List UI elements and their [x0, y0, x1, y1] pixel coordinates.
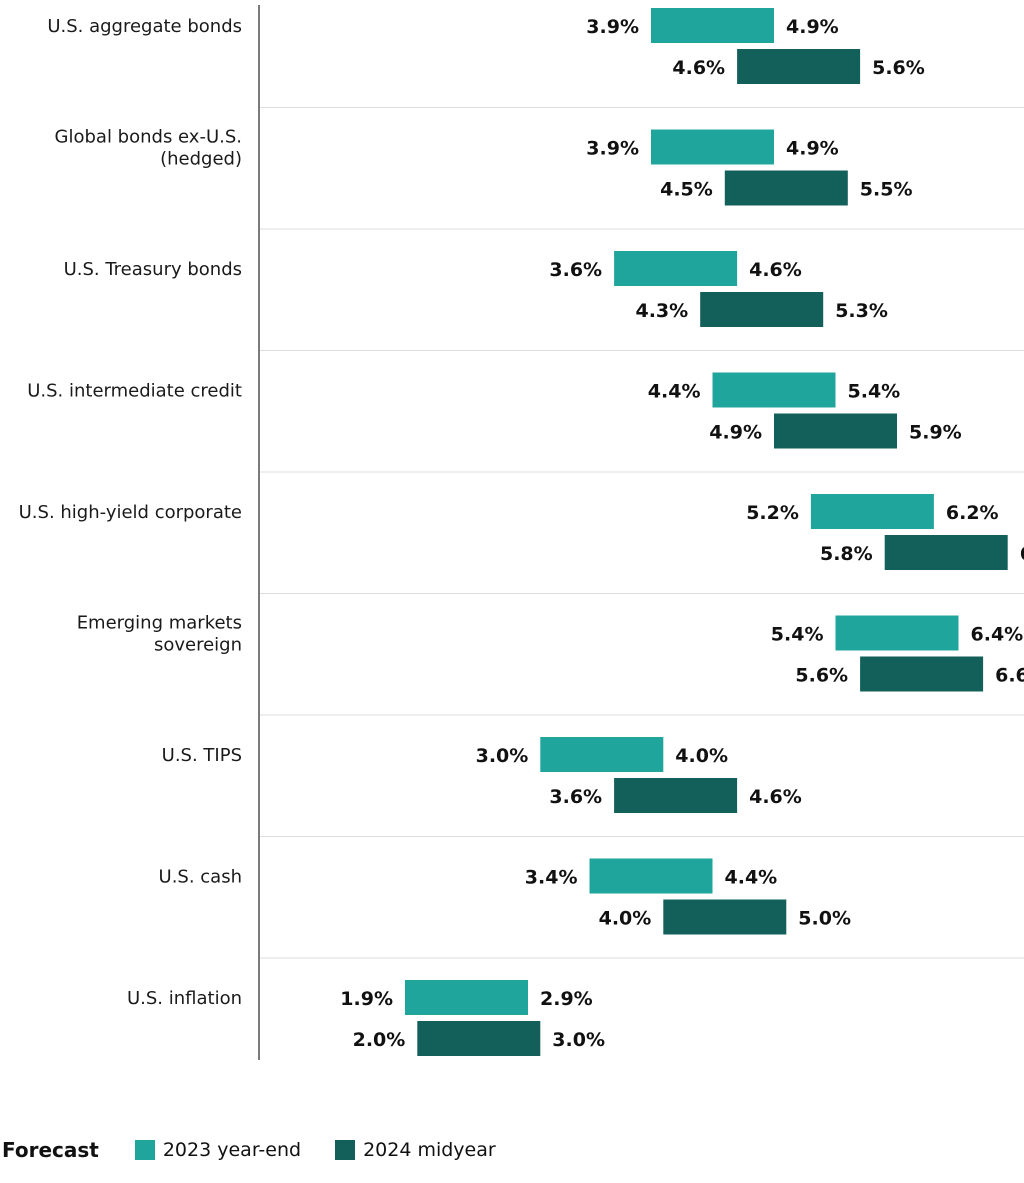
high-value-label: 5.6%: [872, 57, 925, 79]
low-value-label: 3.0%: [476, 745, 529, 767]
category-label: U.S. inflation: [127, 988, 242, 1009]
range-bar: [737, 49, 861, 84]
high-value-label: 4.4%: [725, 867, 778, 889]
low-value-label: 3.6%: [549, 786, 602, 808]
low-value-label: 5.2%: [746, 502, 799, 524]
legend-item-2024: 2024 midyear: [335, 1139, 496, 1161]
range-bar: [810, 494, 934, 529]
range-bar: [651, 129, 774, 165]
range-bar: [774, 413, 897, 449]
low-value-label: 4.9%: [709, 422, 762, 444]
range-bar: [724, 170, 848, 206]
legend: Forecast 2023 year-end 2024 midyear: [2, 1138, 530, 1162]
high-value-label: 6.2%: [946, 502, 999, 524]
low-value-label: 5.4%: [771, 624, 824, 646]
low-value-label: 3.9%: [586, 16, 639, 38]
range-bar: [884, 535, 1008, 570]
legend-label: 2023 year-end: [162, 1139, 302, 1161]
high-value-label: 4.9%: [786, 16, 839, 38]
high-value-label: 4.9%: [786, 138, 839, 160]
high-value-label: 4.6%: [749, 259, 802, 281]
high-value-label: 5.5%: [860, 179, 913, 201]
low-value-label: 2.0%: [353, 1029, 406, 1051]
range-bar: [651, 8, 774, 43]
range-bar: [405, 980, 528, 1015]
high-value-label: 5.3%: [835, 300, 888, 322]
category-label: U.S. Treasury bonds: [64, 259, 242, 280]
category-label: Global bonds ex-U.S.: [55, 127, 242, 148]
low-value-label: 4.4%: [648, 381, 701, 403]
legend-label: 2024 midyear: [363, 1139, 496, 1161]
range-bar: [614, 251, 738, 286]
low-value-label: 3.4%: [525, 867, 578, 889]
range-bar: [860, 656, 984, 692]
high-value-label: 6.8%: [1020, 543, 1024, 565]
low-value-label: 4.0%: [599, 908, 652, 930]
category-label: U.S. aggregate bonds: [47, 16, 242, 37]
category-label: Emerging markets: [77, 613, 242, 634]
legend-item-2023: 2023 year-end: [134, 1139, 302, 1161]
legend-swatch: [134, 1140, 155, 1160]
low-value-label: 3.6%: [549, 259, 602, 281]
category-label: U.S. cash: [159, 867, 242, 888]
high-value-label: 4.6%: [749, 786, 802, 808]
high-value-label: 4.0%: [675, 745, 728, 767]
low-value-label: 3.9%: [586, 138, 639, 160]
category-label: U.S. intermediate credit: [27, 381, 242, 402]
low-value-label: 4.6%: [672, 57, 725, 79]
category-label: U.S. high-yield corporate: [19, 502, 242, 523]
high-value-label: 6.6%: [995, 665, 1024, 687]
low-value-label: 5.6%: [795, 665, 848, 687]
high-value-label: 5.0%: [798, 908, 851, 930]
range-bar-chart: U.S. aggregate bonds 3.9% 4.9% 4.6% 5.6% Glob…: [19, 5, 1024, 1060]
range-bar: [712, 372, 836, 408]
category-label: U.S. TIPS: [162, 745, 242, 766]
legend-title: Forecast: [2, 1138, 99, 1162]
range-bar: [589, 858, 713, 894]
range-bar: [540, 737, 664, 772]
range-bar: [614, 778, 738, 813]
range-bar: [663, 899, 787, 935]
high-value-label: 3.0%: [552, 1029, 605, 1051]
category-label: (hedged): [160, 149, 242, 170]
high-value-label: 6.4%: [971, 624, 1024, 646]
category-label: sovereign: [154, 635, 242, 656]
high-value-label: 5.9%: [909, 422, 962, 444]
range-bar: [835, 615, 959, 651]
low-value-label: 4.3%: [635, 300, 688, 322]
legend-swatch: [335, 1140, 356, 1160]
high-value-label: 5.4%: [848, 381, 901, 403]
high-value-label: 2.9%: [540, 988, 593, 1010]
range-bar: [700, 292, 824, 327]
low-value-label: 5.8%: [820, 543, 873, 565]
range-bar: [417, 1021, 541, 1056]
low-value-label: 4.5%: [660, 179, 713, 201]
low-value-label: 1.9%: [340, 988, 393, 1010]
